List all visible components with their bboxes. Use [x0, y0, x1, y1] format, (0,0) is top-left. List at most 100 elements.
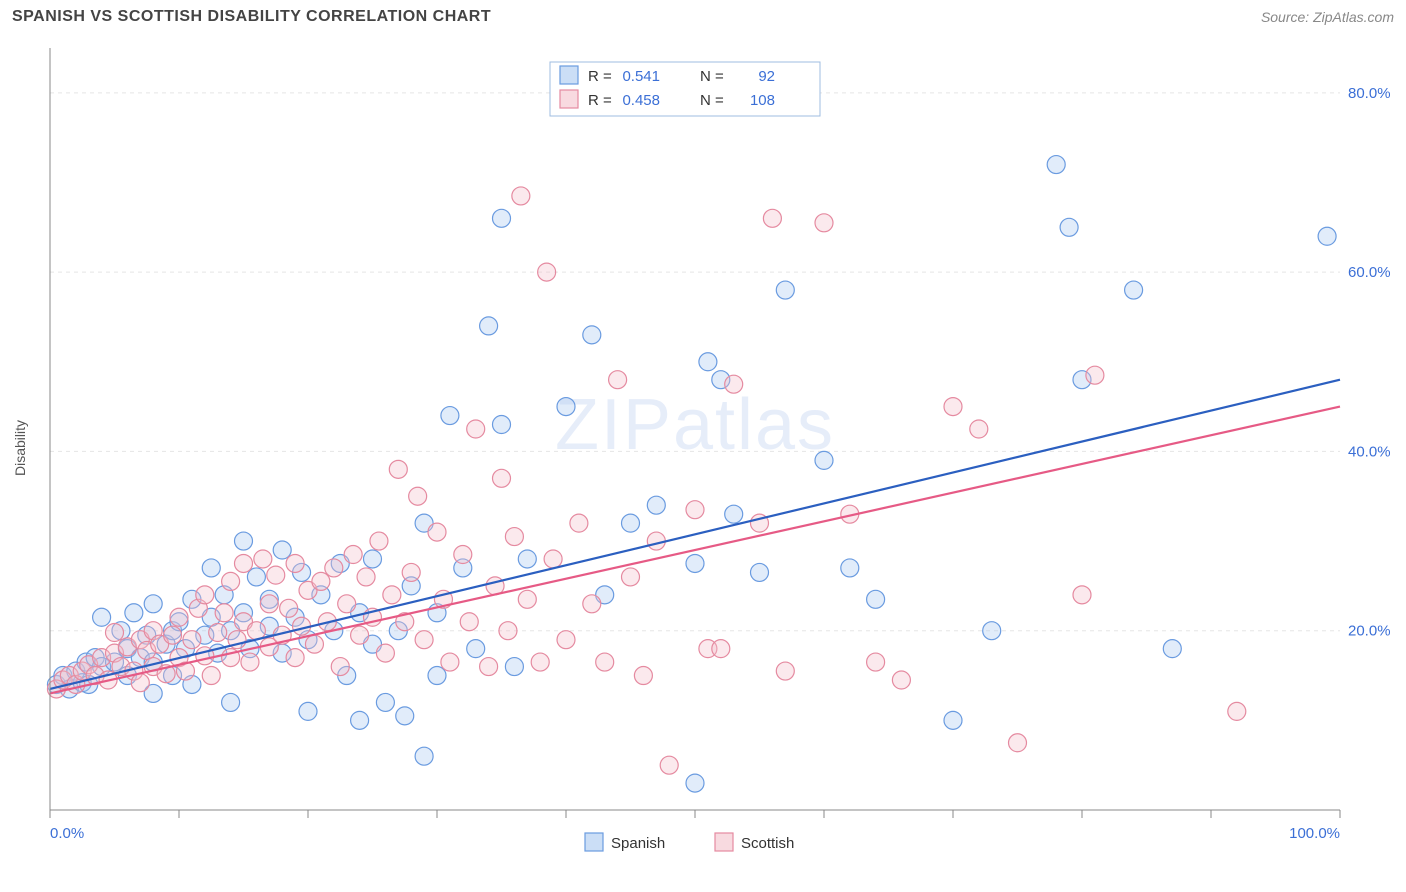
data-point [428, 523, 446, 541]
watermark: ZIPatlas [555, 385, 835, 465]
data-point [712, 640, 730, 658]
data-point [499, 622, 517, 640]
data-point [1060, 218, 1078, 236]
data-point [493, 209, 511, 227]
data-point [305, 635, 323, 653]
data-point [480, 658, 498, 676]
data-point [609, 371, 627, 389]
data-point [241, 653, 259, 671]
data-point [815, 451, 833, 469]
legend-r-label: R = [588, 92, 612, 109]
data-point [183, 631, 201, 649]
data-point [428, 667, 446, 685]
data-point [460, 613, 478, 631]
data-point [763, 209, 781, 227]
legend-n-label: N = [700, 92, 724, 109]
data-point [467, 640, 485, 658]
legend-r-label: R = [588, 68, 612, 85]
data-point [570, 514, 588, 532]
data-point [531, 653, 549, 671]
data-point [1163, 640, 1181, 658]
data-point [222, 572, 240, 590]
data-point [538, 263, 556, 281]
data-point [622, 514, 640, 532]
data-point [351, 711, 369, 729]
data-point [867, 653, 885, 671]
data-point [209, 623, 227, 641]
data-point [247, 568, 265, 586]
data-point [389, 460, 407, 478]
legend-n-value: 108 [750, 92, 775, 109]
legend-n-value: 92 [758, 68, 775, 85]
legend-swatch [560, 66, 578, 84]
data-point [725, 505, 743, 523]
data-point [125, 604, 143, 622]
data-point [970, 420, 988, 438]
scatter-chart: 20.0%40.0%60.0%80.0%ZIPatlas0.0%100.0%R … [30, 38, 1390, 883]
data-point [93, 608, 111, 626]
data-point [867, 590, 885, 608]
data-point [338, 595, 356, 613]
x-tick-label: 0.0% [50, 825, 84, 842]
data-point [505, 658, 523, 676]
data-point [467, 420, 485, 438]
data-point [144, 595, 162, 613]
data-point [634, 667, 652, 685]
data-point [222, 693, 240, 711]
chart-title: SPANISH VS SCOTTISH DISABILITY CORRELATI… [12, 8, 491, 26]
data-point [273, 541, 291, 559]
data-point [351, 626, 369, 644]
data-point [596, 653, 614, 671]
data-point [493, 416, 511, 434]
data-point [841, 559, 859, 577]
data-point [622, 568, 640, 586]
data-point [383, 586, 401, 604]
data-point [815, 214, 833, 232]
data-point [370, 532, 388, 550]
data-point [557, 631, 575, 649]
data-point [325, 559, 343, 577]
y-tick-label: 80.0% [1348, 85, 1390, 102]
data-point [892, 671, 910, 689]
data-point [686, 554, 704, 572]
data-point [441, 407, 459, 425]
data-point [480, 317, 498, 335]
data-point [1125, 281, 1143, 299]
data-point [583, 595, 601, 613]
data-point [660, 756, 678, 774]
series-swatch [585, 833, 603, 851]
data-point [518, 550, 536, 568]
data-point [454, 546, 472, 564]
data-point [1073, 586, 1091, 604]
data-point [409, 487, 427, 505]
data-point [686, 501, 704, 519]
data-point [557, 398, 575, 416]
data-point [699, 353, 717, 371]
data-point [254, 550, 272, 568]
data-point [1228, 702, 1246, 720]
data-point [331, 658, 349, 676]
data-point [1047, 156, 1065, 174]
data-point [402, 563, 420, 581]
data-point [170, 608, 188, 626]
y-tick-label: 20.0% [1348, 623, 1390, 640]
data-point [286, 649, 304, 667]
legend-n-label: N = [700, 68, 724, 85]
data-point [647, 496, 665, 514]
data-point [944, 711, 962, 729]
y-tick-label: 40.0% [1348, 443, 1390, 460]
data-point [1086, 366, 1104, 384]
data-point [493, 469, 511, 487]
data-point [131, 674, 149, 692]
data-point [415, 631, 433, 649]
data-point [776, 662, 794, 680]
data-point [686, 774, 704, 792]
data-point [415, 747, 433, 765]
data-point [544, 550, 562, 568]
data-point [235, 554, 253, 572]
series-swatch [715, 833, 733, 851]
data-point [357, 568, 375, 586]
data-point [725, 375, 743, 393]
data-point [505, 528, 523, 546]
data-point [1009, 734, 1027, 752]
